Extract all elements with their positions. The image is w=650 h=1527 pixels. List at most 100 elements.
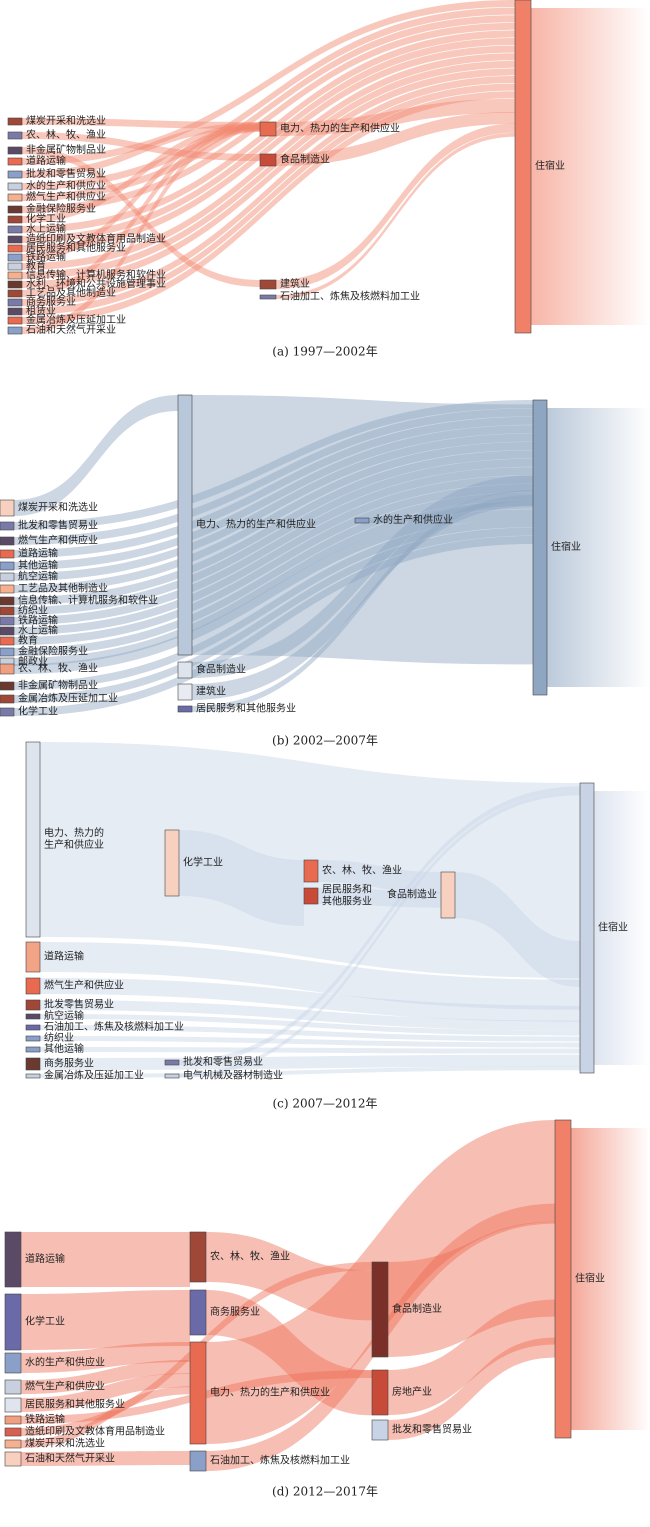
node xyxy=(7,215,23,224)
node xyxy=(164,1073,180,1079)
node xyxy=(7,205,23,214)
node xyxy=(0,616,15,626)
node-label: 食品制造业 xyxy=(196,663,246,676)
flow xyxy=(22,123,260,261)
flow xyxy=(14,400,533,530)
node xyxy=(0,647,15,657)
node xyxy=(189,1450,207,1472)
node xyxy=(514,0,532,334)
node-label: 信息传输、计算机服务和软件业 xyxy=(26,268,166,281)
node xyxy=(554,1119,572,1439)
node-label: 商务服务业 xyxy=(44,1057,94,1070)
flow xyxy=(22,147,260,287)
node-label: 住宿业 xyxy=(551,540,581,553)
flow xyxy=(21,1386,190,1448)
flow xyxy=(22,118,260,129)
flow xyxy=(14,527,533,703)
node-label: 水上运输 xyxy=(26,222,66,235)
node-label: 水的生产和供应业 xyxy=(25,1356,105,1369)
flow xyxy=(192,475,533,678)
flow xyxy=(22,124,260,298)
node-label: 金融保险服务业 xyxy=(26,202,96,215)
node xyxy=(7,131,23,140)
node xyxy=(0,561,15,571)
node-label: 化学工业 xyxy=(25,1315,65,1328)
node-label: 石油加工、炼焦及核燃料加工业 xyxy=(44,1020,184,1033)
flow xyxy=(14,536,533,716)
flow xyxy=(22,125,260,334)
flow xyxy=(22,15,515,202)
node-label: 煤炭开采和洗选业 xyxy=(18,501,98,514)
node xyxy=(4,1352,22,1374)
node xyxy=(4,1415,22,1425)
node-label: 教育 xyxy=(18,634,38,647)
node-label: 航空运输 xyxy=(44,1009,84,1022)
node-label: 农、林、牧、渔业 xyxy=(18,662,98,675)
flow xyxy=(22,7,515,190)
flow xyxy=(455,872,580,987)
node xyxy=(7,146,23,155)
node-label: 石油加工、炼焦及核燃料加工业 xyxy=(210,1454,350,1467)
flow xyxy=(40,1047,580,1054)
outflow xyxy=(547,408,650,687)
node-label: 铁路运输 xyxy=(26,250,66,263)
node xyxy=(7,182,23,191)
sankey-panel: 煤炭开采和洗选业农、林、牧、渔业非金属矿物制品业道路运输批发和零售贸易业水的生产… xyxy=(7,0,650,359)
node xyxy=(579,782,595,1074)
flow xyxy=(14,408,533,545)
node xyxy=(4,1397,22,1413)
node-label: 水的生产和供应业 xyxy=(26,179,106,192)
caption: (d) 2012—2017年 xyxy=(272,1485,378,1499)
node xyxy=(189,1341,207,1445)
node xyxy=(303,887,319,905)
node xyxy=(177,683,193,701)
node xyxy=(440,871,456,919)
node-label: 食品制造业 xyxy=(392,1302,442,1315)
node xyxy=(532,399,548,696)
flow xyxy=(318,860,441,894)
node-label: 煤炭开采和洗选业 xyxy=(26,114,106,127)
node xyxy=(25,1046,41,1053)
node xyxy=(7,244,23,253)
node-label: 批发和零售贸易业 xyxy=(183,1055,263,1068)
flow xyxy=(276,98,515,136)
flow xyxy=(388,1221,555,1357)
flow xyxy=(22,122,260,178)
flow xyxy=(14,433,533,581)
caption: (c) 2007—2012年 xyxy=(273,1097,378,1111)
node xyxy=(259,294,277,300)
flow xyxy=(21,1373,190,1412)
node-label: 居民服务和其他服务业 xyxy=(25,1398,125,1411)
node-label: 铁路运输 xyxy=(25,1413,65,1426)
flow xyxy=(14,425,533,570)
flow xyxy=(40,942,580,1010)
node xyxy=(25,999,41,1011)
node xyxy=(371,1369,389,1416)
node-label: 批发和零售贸易业 xyxy=(392,1423,472,1436)
caption: (a) 1997—2002年 xyxy=(272,345,377,359)
flow xyxy=(276,112,515,166)
node xyxy=(4,1379,22,1395)
node-label: 工艺品及其他制造业 xyxy=(18,582,108,595)
node xyxy=(259,279,277,290)
node-label: 金属冶炼及压延加工业 xyxy=(44,1069,144,1082)
node-label: 房地产业 xyxy=(392,1385,432,1398)
flow xyxy=(388,1299,555,1415)
node-label: 生产和供应业 xyxy=(44,838,104,851)
node xyxy=(177,705,193,713)
flow xyxy=(22,45,515,252)
node xyxy=(7,225,23,234)
node-label: 金属冶炼及压延加工业 xyxy=(26,313,126,326)
node xyxy=(7,307,23,316)
flow xyxy=(14,458,533,615)
node xyxy=(4,1231,22,1288)
node xyxy=(25,1057,41,1071)
node-label: 石油和天然气开采业 xyxy=(25,1452,115,1465)
flow xyxy=(40,1014,580,1036)
node-label: 建筑业 xyxy=(196,685,226,698)
node xyxy=(7,289,23,298)
node xyxy=(7,326,23,335)
node xyxy=(303,859,319,883)
node xyxy=(0,499,15,517)
flow xyxy=(14,467,533,625)
